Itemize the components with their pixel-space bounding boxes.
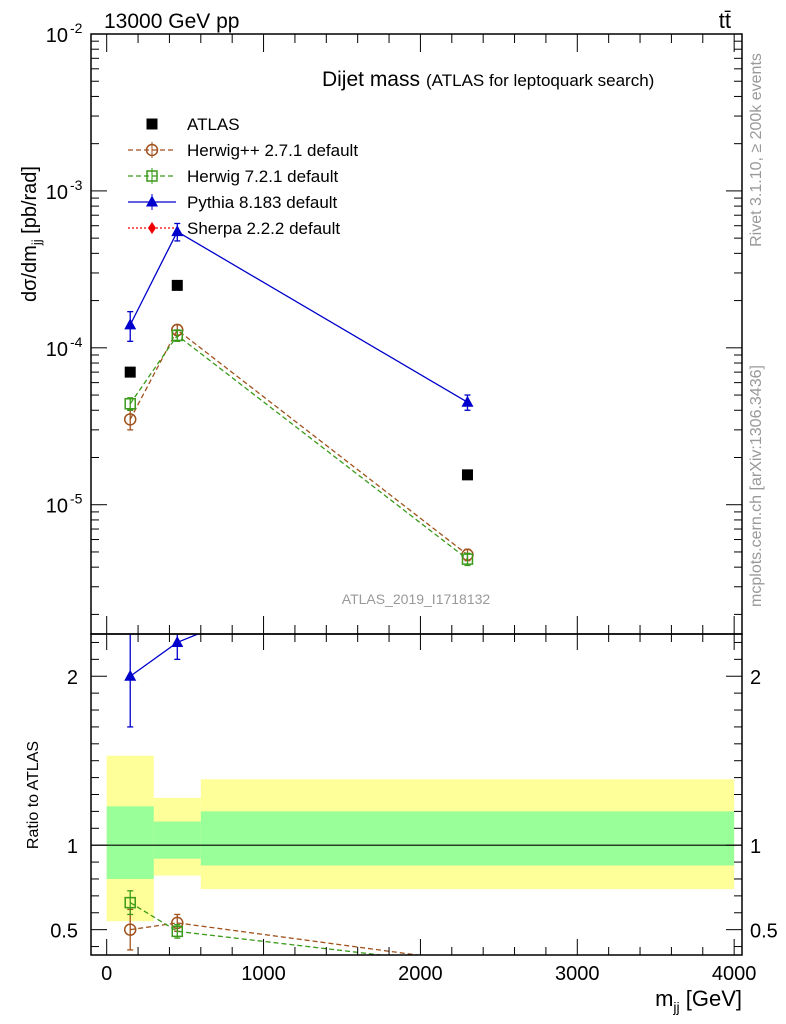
ratio-y-tick-label-left: 2	[67, 667, 78, 689]
legend-entry-pythia: Pythia 8.183 default	[128, 193, 338, 212]
ratio-point-herwig7	[124, 896, 136, 909]
main-panel: 10-210-310-410-5 Dijet mass (ATLAS for l…	[19, 20, 743, 635]
ratio-panel: 0.5 0.5 1 1 2 2 0 1000 2000 3000 4000 Ratio to ATL…	[25, 518, 778, 985]
plot-title: Dijet mass	[322, 68, 420, 91]
ratio-line-herwig7	[129, 902, 387, 955]
series-line-pythia	[129, 230, 468, 403]
ratio-y-axis-label: Ratio to ATLAS	[25, 741, 42, 849]
legend-marker	[148, 222, 156, 234]
ratio-point-pythia	[124, 669, 137, 681]
main-plot-marks	[123, 222, 474, 567]
ratio-point-herwig7	[171, 925, 184, 938]
collision-energy-label: 13000 GeV pp	[104, 10, 239, 33]
ratio-band-inner	[200, 811, 735, 866]
x-tick-label: 2000	[398, 963, 443, 985]
data-point-atlas	[461, 469, 473, 481]
series-herwig7	[124, 329, 474, 567]
series-atlas	[124, 279, 473, 481]
legend-marker	[146, 195, 158, 207]
analysis-watermark: ATLAS_2019_I1718132	[342, 591, 491, 607]
legend: ATLAS Herwig++ 2.7.1 default Herwig 7.2.1 …	[128, 115, 358, 238]
x-tick-label: 1000	[241, 963, 286, 985]
ratio-point-herwigpp	[462, 956, 473, 967]
x-tick-label: 3000	[555, 963, 600, 985]
main-axis-ticks: 10-210-310-410-5	[46, 20, 742, 634]
legend-entry-herwig7: Herwig 7.2.1 default	[128, 167, 338, 186]
legend-entry-atlas: ATLAS	[146, 115, 240, 134]
ratio-series-group	[123, 518, 473, 970]
x-axis-label: mjj [GeV]	[655, 986, 742, 1015]
ratio-point-pythia	[461, 518, 473, 529]
ratio-y-tick-label-left: 1	[67, 836, 78, 858]
ratio-y-tick-label-right: 2	[750, 667, 761, 689]
ratio-y-tick-label-left: 0.5	[50, 921, 78, 943]
series-herwigpp	[123, 323, 474, 562]
data-point-atlas	[171, 279, 183, 291]
legend-label: Sherpa 2.2.2 default	[187, 219, 340, 238]
y-tick-label: 10	[46, 25, 68, 47]
ratio-axis-ticks: 0.5 0.5 1 1 2 2 0 1000 2000 3000 4000	[50, 634, 778, 985]
y-tick-label: 10	[46, 496, 68, 518]
data-point-herwigpp	[123, 413, 137, 426]
legend-entry-sherpa: Sherpa 2.2.2 default	[128, 219, 340, 238]
series-pythia	[124, 222, 474, 411]
legend-label: Herwig++ 2.7.1 default	[187, 141, 358, 160]
rivet-version-label: Rivet 3.1.10, ≥ 200k events	[748, 53, 765, 247]
legend-label: ATLAS	[187, 115, 240, 134]
y-tick-exponent: -2	[70, 20, 83, 36]
ratio-plot-marks	[91, 518, 742, 970]
y-tick-label: 10	[46, 339, 68, 361]
data-point-herwig7	[461, 553, 474, 565]
legend-marker	[146, 170, 158, 182]
x-tick-label: 0	[101, 963, 112, 985]
ratio-point-herwig7	[462, 960, 472, 970]
data-point-pythia	[171, 225, 184, 237]
data-point-pythia	[461, 395, 474, 407]
series-line-herwig7	[129, 334, 468, 560]
ratio-band-inner	[153, 821, 201, 859]
main-y-axis-label: dσ/dmjj [pb/rad]	[19, 166, 44, 302]
data-point-herwig7	[171, 329, 184, 342]
y-tick-label: 10	[46, 182, 68, 204]
process-label: tt̄	[719, 8, 731, 33]
ratio-y-tick-label-right: 0.5	[750, 921, 778, 943]
series-line-herwigpp	[129, 328, 468, 556]
legend-label: Herwig 7.2.1 default	[187, 167, 338, 186]
ratio-point-pythia	[171, 635, 184, 647]
data-point-atlas	[124, 366, 136, 378]
legend-entry-herwigpp: Herwig++ 2.7.1 default	[128, 141, 358, 160]
source-reference-label: mcplots.cern.ch [arXiv:1306.3436]	[748, 365, 765, 607]
data-point-pythia	[124, 318, 137, 330]
ratio-y-tick-label-right: 1	[750, 836, 761, 858]
ratio-series-pythia	[124, 518, 473, 728]
y-tick-exponent: -5	[70, 491, 83, 507]
legend-label: Pythia 8.183 default	[187, 193, 338, 212]
y-tick-exponent: -4	[70, 334, 83, 350]
legend-marker	[145, 143, 159, 157]
legend-marker	[146, 118, 158, 130]
x-tick-label: 4000	[712, 963, 757, 985]
y-tick-exponent: -3	[70, 177, 83, 193]
ratio-band-inner	[106, 806, 154, 879]
plot-subtitle: (ATLAS for leptoquark search)	[426, 71, 654, 90]
ratio-point-herwigpp	[123, 923, 137, 936]
ratio-series-herwig7	[124, 890, 472, 970]
ratio-line-herwigpp	[130, 922, 422, 955]
data-point-herwig7	[124, 398, 136, 410]
